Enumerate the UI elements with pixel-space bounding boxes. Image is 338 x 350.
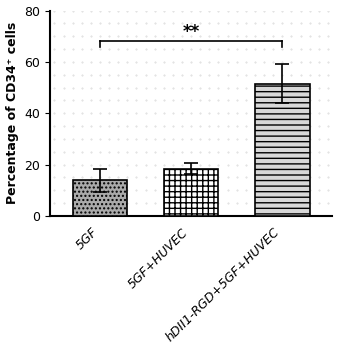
Text: **: ** bbox=[183, 23, 200, 41]
Bar bbox=[255, 84, 310, 216]
Y-axis label: Percentage of CD34⁺ cells: Percentage of CD34⁺ cells bbox=[5, 22, 19, 204]
Bar bbox=[164, 168, 218, 216]
Bar bbox=[73, 180, 127, 216]
